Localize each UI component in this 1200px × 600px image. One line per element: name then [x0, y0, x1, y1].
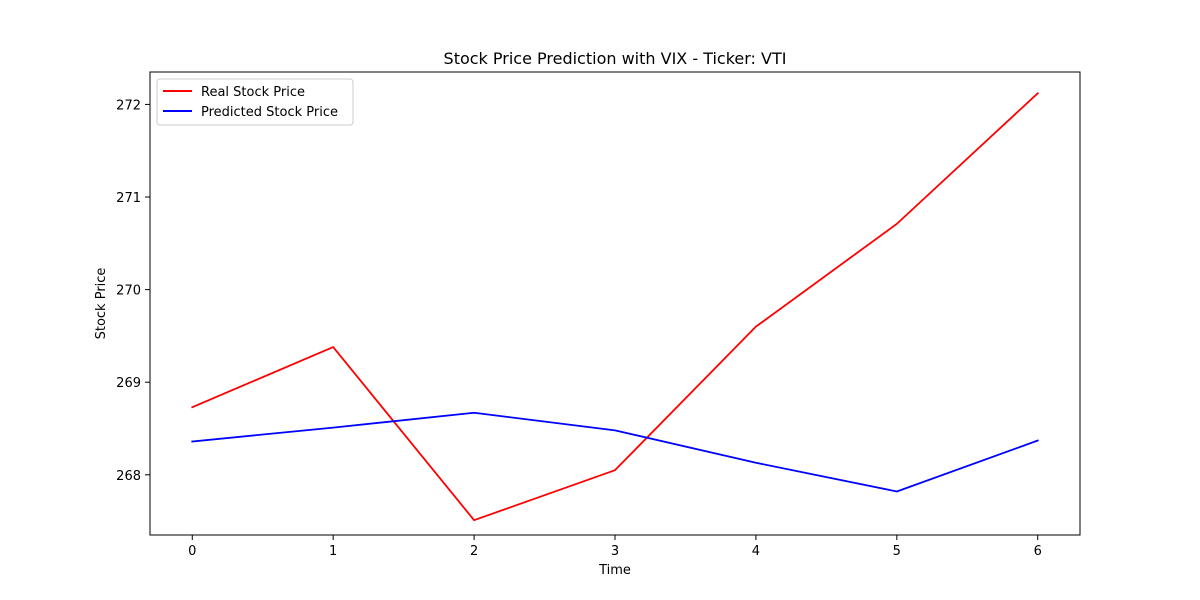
series-line-predicted-stock-price: [191, 411, 1039, 493]
x-tick-label: 6: [1034, 544, 1042, 559]
y-axis-label: Stock Price: [94, 268, 109, 340]
plot-area-frame: [149, 71, 1081, 536]
legend-box: [156, 78, 354, 126]
x-tick-label: 4: [752, 544, 760, 559]
y-tick-label: 269: [116, 376, 141, 391]
x-tick-label: 5: [893, 544, 901, 559]
x-tick-label: 2: [470, 544, 478, 559]
y-tick-label: 270: [116, 284, 141, 299]
x-tick-label: 0: [188, 544, 196, 559]
y-tick-label: 272: [116, 98, 141, 113]
legend: Real Stock Price Predicted Stock Price: [156, 78, 354, 126]
y-tick-label: 268: [116, 469, 141, 484]
chart-title: Stock Price Prediction with VIX - Ticker…: [444, 49, 787, 68]
ticks-layer: 0 1 2 3 4 5 6 268 269 270 271 272: [116, 98, 1042, 559]
x-tick-label: 3: [611, 544, 619, 559]
x-tick-label: 1: [329, 544, 337, 559]
x-axis-label: Time: [598, 563, 631, 578]
y-tick-label: 271: [116, 191, 141, 206]
series-line-real-stock-price: [191, 92, 1039, 522]
series-layer: [191, 92, 1039, 522]
legend-label-real-stock-price: Real Stock Price: [201, 85, 305, 100]
legend-label-predicted-stock-price: Predicted Stock Price: [201, 105, 338, 120]
